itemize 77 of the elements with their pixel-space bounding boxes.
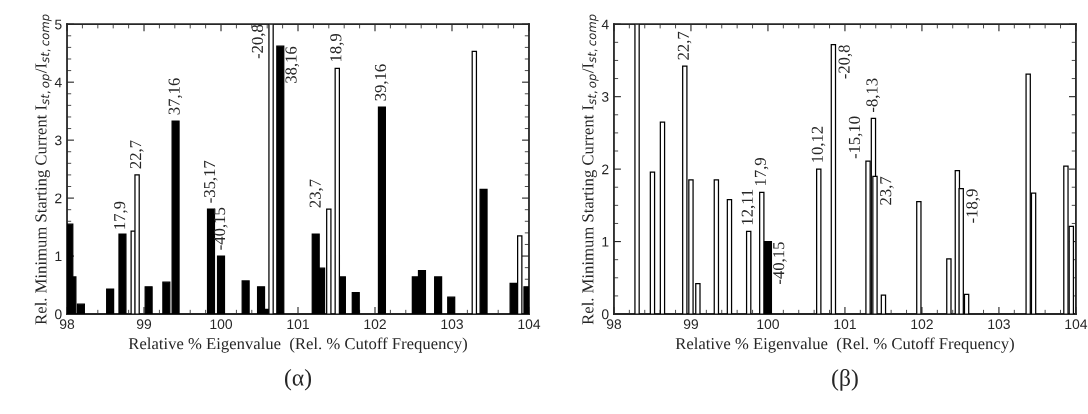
annotation: -8,13 <box>866 78 880 112</box>
y-tick-label: 3 <box>54 135 62 146</box>
bar <box>471 50 478 315</box>
annotation: 22,7 <box>130 140 144 169</box>
bar <box>434 276 443 315</box>
bar <box>106 288 115 315</box>
x-tick-label: 103 <box>441 319 463 330</box>
bar <box>659 121 666 315</box>
y-tick-label: 5 <box>54 19 62 30</box>
bar <box>745 230 752 315</box>
y-tick-label: 4 <box>601 19 609 30</box>
bar <box>479 188 488 315</box>
x-axis-title: Relative % Eigenvalue (Rel. % Cutoff Frequency) <box>675 337 1014 353</box>
x-tick-label: 101 <box>287 319 309 330</box>
bar <box>276 45 285 315</box>
x-tick-label: 101 <box>834 319 856 330</box>
annotation: 23,7 <box>309 179 324 208</box>
y-tick-label: 0 <box>54 309 62 320</box>
annotation: 37,16 <box>168 78 183 115</box>
annotation: 17,9 <box>754 158 769 186</box>
x-tick-label: 100 <box>210 319 233 330</box>
annotation: -35,17 <box>203 160 218 203</box>
text: (α) <box>284 369 312 391</box>
bar <box>241 280 250 315</box>
bar <box>377 106 387 315</box>
annotation: -18,9 <box>966 189 980 223</box>
x-tick-label: 104 <box>518 319 541 330</box>
bar <box>916 201 922 315</box>
annotation: 18,9 <box>330 33 344 62</box>
annotation: -40,15 <box>773 242 787 284</box>
x-tick-label: 98 <box>606 319 622 330</box>
bar <box>816 168 822 315</box>
y-tick-label: 3 <box>601 92 609 102</box>
annotation: 12,11 <box>741 189 756 225</box>
y-tick-label: 0 <box>601 309 609 320</box>
annotation: -40,15 <box>213 207 228 250</box>
bar <box>144 286 153 315</box>
bar <box>351 291 360 315</box>
x-tick-label: 103 <box>988 319 1010 330</box>
annotation: 39,16 <box>374 64 389 101</box>
bar <box>880 294 887 315</box>
annotation: 10,12 <box>811 126 826 162</box>
x-tick-label: 104 <box>1065 319 1088 330</box>
bar <box>447 296 456 315</box>
bar <box>713 179 720 315</box>
bar <box>634 24 640 315</box>
annotation: 22,7 <box>677 31 692 60</box>
annotation: 38,16 <box>285 46 300 83</box>
x-tick-label: 99 <box>683 319 699 330</box>
bar <box>649 171 656 315</box>
x-tick-label: 99 <box>136 319 152 330</box>
annotation: 23,7 <box>880 176 894 205</box>
bar <box>946 258 952 315</box>
bar <box>216 255 226 315</box>
y-tick-label: 2 <box>55 193 62 204</box>
x-tick-label: 102 <box>364 319 386 330</box>
y-tick-label: 4 <box>54 77 62 88</box>
bar <box>118 233 127 315</box>
bar <box>134 174 140 315</box>
annotation: 17,9 <box>114 201 128 229</box>
bar <box>830 43 837 315</box>
bar <box>726 198 733 315</box>
annotation: -20,8 <box>838 45 853 79</box>
x-tick-label: 100 <box>757 319 779 330</box>
y-axis-title: Rel. Minimum Starting Current I$_{st,op}$/I$_{st,comp}$ <box>34 14 52 325</box>
y-tick-label: 1 <box>55 251 62 262</box>
y-tick-label: 1 <box>602 237 609 247</box>
annotation: -15,10 <box>848 116 863 159</box>
y-tick-label: 2 <box>602 164 609 175</box>
y-axis-title: Rel. Minimum Starting Current I$_{st,op}$/I$_{st,comp}$ <box>581 14 599 325</box>
text: (β) <box>832 369 858 391</box>
bar <box>256 286 266 315</box>
bar <box>206 208 216 315</box>
x-tick-label: 102 <box>911 319 933 330</box>
annotation: -20,8 <box>251 24 266 59</box>
x-tick-label: 98 <box>59 319 75 330</box>
x-axis-title: Relative % Eigenvalue (Rel. % Cutoff Frequency) <box>128 337 467 353</box>
